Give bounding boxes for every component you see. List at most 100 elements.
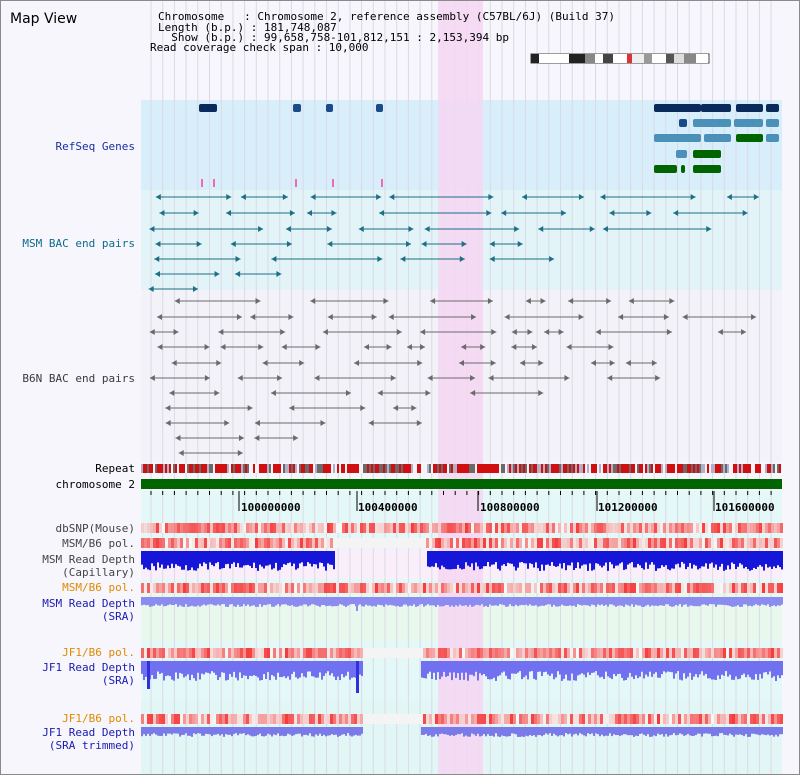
depth-bar	[763, 661, 765, 673]
depth-bar	[597, 551, 599, 564]
heat-cell	[141, 648, 144, 658]
heat-cell	[195, 538, 198, 548]
b6n-bac-pair-end	[237, 450, 243, 456]
heat-cell	[399, 714, 402, 724]
repeat-block	[551, 464, 553, 473]
depth-bar	[765, 597, 767, 606]
depth-bar	[291, 661, 293, 675]
depth-bar	[669, 551, 671, 571]
depth-bar	[459, 597, 461, 605]
heat-cell	[282, 523, 285, 533]
heat-cell	[612, 583, 615, 593]
depth-bar	[685, 727, 687, 736]
depth-bar	[611, 597, 613, 605]
depth-bar	[535, 597, 537, 606]
depth-bar	[265, 661, 267, 680]
depth-bar	[703, 551, 705, 567]
heat-cell	[153, 538, 156, 548]
repeat-block	[689, 464, 691, 473]
depth-bar	[183, 597, 185, 607]
depth-bar	[317, 661, 319, 678]
depth-bar	[365, 597, 367, 605]
heat-cell	[363, 523, 366, 533]
b6n-bac-pair-end	[417, 360, 423, 366]
heat-cell	[447, 648, 450, 658]
ideogram-band	[539, 54, 569, 63]
heat-cell	[723, 583, 726, 593]
depth-bar	[323, 597, 325, 606]
depth-bar	[179, 661, 181, 673]
repeat-block	[195, 464, 197, 473]
heat-cell	[393, 648, 396, 658]
track-label-b6n-bac[interactable]: B6N BAC end pairs	[22, 372, 135, 385]
heat-cell	[375, 523, 378, 533]
heat-cell	[207, 523, 210, 533]
depth-bar	[189, 551, 191, 571]
repeat-block	[565, 464, 567, 473]
b6n-bac-pair-end	[488, 375, 494, 381]
track-label-msm-bac[interactable]: MSM BAC end pairs	[22, 237, 135, 250]
depth-bar	[513, 551, 515, 567]
heat-cell	[390, 648, 393, 658]
track-label-refseq[interactable]: RefSeq Genes	[55, 140, 135, 153]
depth-bar	[755, 551, 757, 569]
heat-cell	[258, 714, 261, 724]
ideogram-band	[603, 54, 613, 63]
heat-cell	[384, 714, 387, 724]
depth-bar	[195, 727, 197, 735]
depth-bar	[747, 551, 749, 570]
depth-bar	[155, 727, 157, 735]
depth-bar	[343, 661, 345, 678]
msm-bac-pair-end	[196, 241, 202, 247]
heat-cell	[216, 538, 219, 548]
repeat-block	[743, 464, 745, 473]
repeat-block	[507, 464, 509, 473]
depth-bar	[453, 551, 455, 569]
heat-cell	[657, 538, 660, 548]
heat-cell	[249, 648, 252, 658]
heat-cell	[591, 538, 594, 548]
depth-bar	[657, 661, 659, 678]
depth-bar	[477, 727, 479, 734]
heat-cell	[348, 583, 351, 593]
heat-cell	[165, 714, 168, 724]
depth-bar	[453, 727, 455, 736]
heat-cell	[711, 538, 714, 548]
depth-bar	[239, 727, 241, 734]
heat-cell	[414, 523, 417, 533]
depth-bar	[741, 597, 743, 607]
heat-cell	[456, 583, 459, 593]
depth-bar	[183, 661, 185, 678]
heat-cell	[693, 538, 696, 548]
heat-cell	[657, 523, 660, 533]
repeat-block	[299, 464, 301, 473]
depth-bar	[515, 727, 517, 735]
heat-cell	[531, 538, 534, 548]
depth-bar	[669, 597, 671, 607]
depth-bar	[331, 727, 333, 735]
depth-bar	[249, 597, 251, 607]
depth-bar	[691, 597, 693, 606]
depth-bar	[725, 661, 727, 672]
depth-bar	[271, 661, 273, 676]
depth-bar	[507, 727, 509, 737]
ideogram-band	[644, 54, 652, 63]
heat-cell	[423, 523, 426, 533]
depth-bar	[169, 597, 171, 605]
heat-cell	[369, 583, 372, 593]
heat-cell	[399, 538, 402, 548]
heat-cell	[693, 583, 696, 593]
heat-cell	[603, 714, 606, 724]
heat-cell	[534, 583, 537, 593]
depth-bar	[193, 551, 195, 571]
depth-bar	[351, 661, 353, 678]
repeat-block	[765, 464, 767, 473]
depth-bar	[773, 551, 775, 567]
depth-bar	[231, 551, 233, 564]
repeat-block	[239, 464, 241, 473]
depth-bar	[171, 727, 173, 735]
depth-bar	[165, 661, 167, 677]
depth-bar	[289, 727, 291, 735]
heat-cell	[585, 523, 588, 533]
depth-bar	[509, 727, 511, 737]
